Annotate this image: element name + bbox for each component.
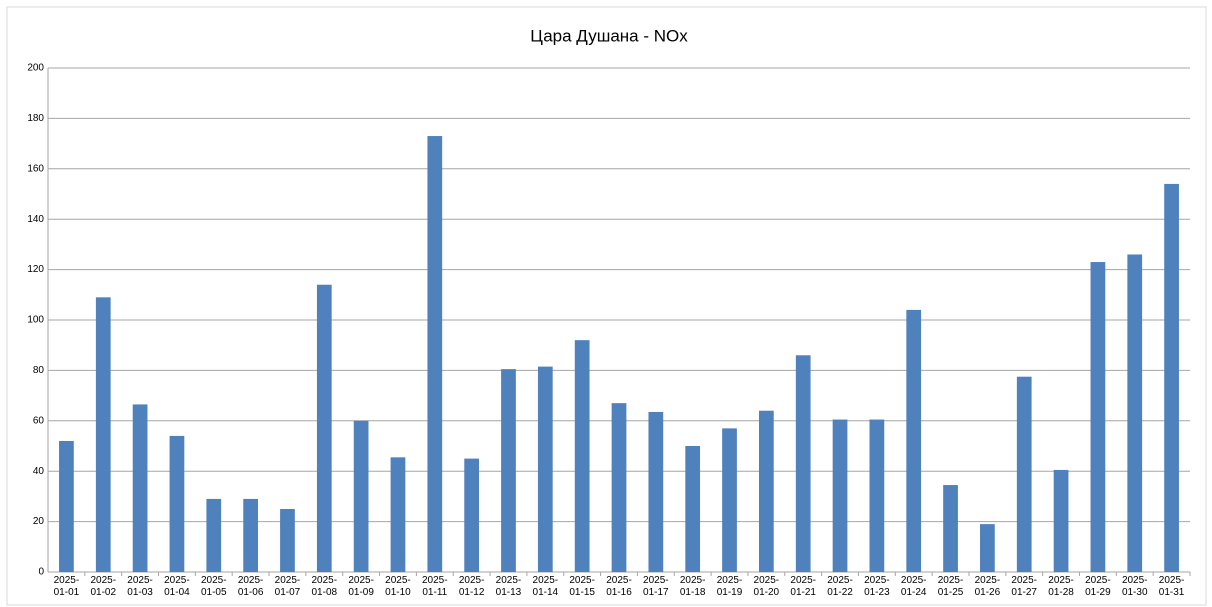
- bar: [427, 136, 443, 573]
- y-tick-label: 180: [27, 113, 44, 124]
- x-tick-label: 2025-01-04: [164, 575, 190, 598]
- x-tick-label: 2025-01-22: [827, 575, 853, 598]
- x-tick-label: 2025-01-06: [237, 575, 264, 598]
- x-tick-label: 2025-01-21: [790, 575, 816, 598]
- y-tick-label: 20: [33, 516, 45, 527]
- x-tick-label: 2025-01-10: [385, 575, 411, 598]
- x-tick-label: 2025-01-24: [900, 575, 927, 598]
- x-tick-label: 2025-01-07: [274, 575, 301, 598]
- bar: [537, 366, 553, 572]
- bar: [59, 440, 74, 572]
- y-tick-label: 40: [33, 466, 45, 477]
- bar: [1053, 469, 1069, 572]
- bar: [832, 419, 848, 572]
- x-tick-label: 2025-01-25: [937, 575, 964, 598]
- bar: [95, 297, 111, 572]
- x-tick-label: 2025-01-31: [1158, 575, 1185, 598]
- x-tick-label: 2025-01-08: [311, 575, 338, 598]
- x-tick-label: 2025-01-29: [1085, 575, 1111, 598]
- chart-title: Цара Душана - NOx: [530, 26, 688, 45]
- bar: [758, 410, 774, 572]
- bar: [611, 403, 627, 572]
- y-tick-label: 60: [33, 415, 45, 426]
- x-tick-label: 2025-01-27: [1011, 575, 1037, 598]
- x-tick-label: 2025-01-02: [90, 575, 117, 598]
- bar: [206, 498, 222, 572]
- bar: [390, 457, 406, 572]
- x-tick-label: 2025-01-30: [1121, 575, 1148, 598]
- x-tick-label: 2025-01-28: [1048, 575, 1074, 598]
- bar: [795, 355, 811, 572]
- y-tick-label: 200: [27, 63, 44, 74]
- y-tick-label: 140: [27, 214, 44, 225]
- x-tick-label: 2025-01-16: [606, 575, 632, 598]
- bar: [1127, 254, 1143, 573]
- x-tick-label: 2025-01-09: [348, 575, 374, 598]
- x-tick-label: 2025-01-18: [679, 575, 706, 598]
- x-tick-label: 2025-01-14: [532, 575, 559, 598]
- x-tick-label: 2025-01-20: [753, 575, 780, 598]
- x-tick-label: 2025-01-11: [422, 575, 448, 598]
- x-tick-label: 2025-01-12: [458, 575, 485, 598]
- bar: [464, 458, 480, 572]
- bar: [722, 428, 737, 572]
- x-tick-label: 2025-01-03: [127, 575, 153, 598]
- bar: [353, 420, 369, 572]
- x-tick-label: 2025-01-13: [495, 575, 522, 598]
- bar: [316, 284, 332, 572]
- bar: [906, 309, 922, 572]
- bar: [943, 485, 958, 572]
- bar: [685, 446, 701, 572]
- y-tick-label: 160: [27, 163, 44, 174]
- bar: [1016, 376, 1032, 572]
- y-tick-label: 100: [27, 315, 44, 326]
- bar: [132, 404, 148, 572]
- bar: [169, 435, 185, 572]
- bar: [501, 369, 516, 572]
- x-tick-label: 2025-01-05: [200, 575, 227, 598]
- x-tick-label: 2025-01-01: [53, 575, 80, 598]
- bar: [648, 411, 664, 572]
- x-tick-label: 2025-01-15: [569, 575, 595, 598]
- bar: [869, 419, 885, 572]
- x-tick-label: 2025-01-19: [716, 575, 743, 598]
- x-tick-label: 2025-01-23: [864, 575, 890, 598]
- bar: [280, 509, 295, 572]
- y-tick-label: 120: [27, 264, 44, 275]
- y-tick-label: 80: [33, 365, 45, 376]
- bar: [574, 340, 590, 572]
- bar: [1164, 183, 1179, 573]
- x-tick-label: 2025-01-26: [974, 575, 1001, 598]
- bar: [980, 524, 995, 572]
- y-tick-label: 0: [38, 567, 44, 578]
- bar: [243, 498, 258, 572]
- x-tick-label: 2025-01-17: [643, 575, 669, 598]
- bar: [1090, 262, 1106, 572]
